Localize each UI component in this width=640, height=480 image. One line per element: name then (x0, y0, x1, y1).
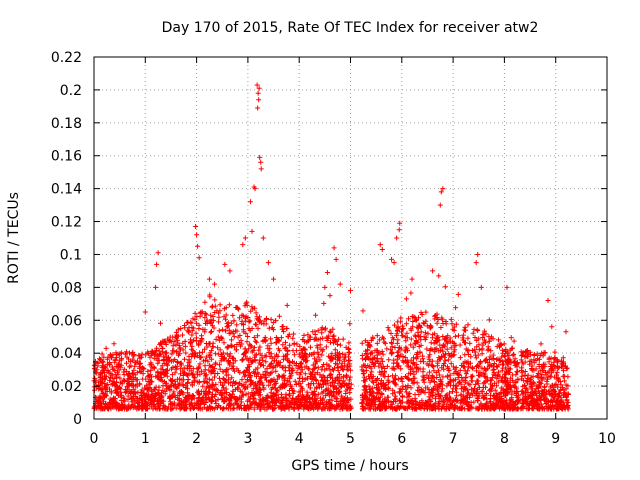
roti-point (256, 97, 262, 103)
y-tick-label: 0.12 (51, 215, 82, 231)
roti-point (348, 288, 353, 294)
roti-point (397, 220, 403, 226)
roti-point (222, 261, 228, 267)
roti-point (440, 186, 446, 192)
data-points (91, 82, 571, 412)
roti-point (396, 227, 402, 233)
roti-point (195, 243, 201, 249)
x-tick-label: 7 (449, 431, 458, 447)
roti-point (206, 276, 212, 282)
x-axis-label: GPS time / hours (291, 458, 408, 474)
roti-point (379, 247, 385, 253)
x-tick-label: 8 (500, 431, 509, 447)
y-tick-label: 0.18 (51, 116, 82, 132)
roti-point (377, 242, 383, 248)
roti-point (331, 245, 337, 251)
y-tick-label: 0.22 (51, 50, 82, 66)
x-tick-label: 3 (243, 431, 252, 447)
roti-point (324, 270, 330, 276)
roti-point (389, 256, 395, 262)
roti-point (196, 255, 202, 261)
roti-point (194, 232, 200, 238)
roti-point (438, 189, 444, 195)
roti-point (256, 85, 262, 91)
roti-point (437, 202, 443, 208)
y-tick-label: 0.16 (51, 149, 82, 165)
roti-point (247, 199, 253, 205)
roti-point (394, 235, 400, 241)
y-tick-label: 0.02 (51, 379, 82, 395)
roti-point (240, 242, 246, 248)
roti-point (154, 261, 160, 267)
x-tick-label: 6 (397, 431, 406, 447)
y-tick-label: 0.14 (51, 182, 82, 198)
roti-point (333, 256, 339, 262)
roti-point (227, 268, 233, 274)
roti-point (242, 235, 248, 241)
roti-point (212, 281, 218, 287)
y-tick-label: 0 (73, 412, 82, 428)
chart-title: Day 170 of 2015, Rate Of TEC Index for r… (162, 20, 539, 36)
roti-point (391, 260, 397, 266)
roti-point (563, 329, 569, 335)
roti-point (255, 105, 261, 111)
x-tick-label: 2 (192, 431, 201, 447)
y-tick-label: 0.06 (51, 313, 82, 329)
roti-point (155, 250, 161, 256)
x-tick-label: 10 (598, 431, 616, 447)
ticks: 0 1 2 3 4 5 6 7 8 9 10 0 0.02 0.04 0.06 0.08 0.1 0.12 0.14… (51, 50, 616, 447)
roti-point (504, 284, 510, 290)
roti-point (142, 309, 148, 315)
grid (94, 57, 607, 419)
y-tick-label: 0.08 (51, 280, 82, 296)
roti-point (327, 293, 333, 299)
roti-point (322, 284, 328, 290)
roti-point (153, 284, 159, 290)
x-tick-label: 0 (90, 431, 99, 447)
roti-point (193, 223, 199, 229)
roti-point (430, 268, 436, 274)
y-tick-label: 0.2 (60, 83, 82, 99)
roti-point (254, 82, 260, 88)
roti-point (545, 298, 551, 304)
roti-point (271, 276, 277, 282)
x-tick-label: 9 (551, 431, 560, 447)
roti-point (260, 235, 266, 241)
x-tick-label: 5 (346, 431, 355, 447)
roti-point (409, 276, 415, 282)
roti-point (475, 251, 481, 257)
x-tick-label: 1 (141, 431, 150, 447)
y-axis-label: ROTI / TECUs (6, 192, 22, 284)
roti-point (265, 260, 271, 266)
roti-point (255, 90, 261, 96)
roti-scatter-cloud (91, 284, 571, 412)
roti-point (337, 281, 343, 287)
roti-point (473, 260, 479, 266)
y-tick-label: 0.1 (60, 247, 82, 263)
roti-point (436, 273, 442, 279)
roti-point (257, 154, 263, 160)
roti-point (249, 228, 255, 234)
roti-point (258, 166, 264, 172)
x-tick-label: 4 (295, 431, 304, 447)
roti-point (252, 186, 258, 192)
y-tick-label: 0.04 (51, 346, 82, 362)
roti-point (258, 159, 264, 165)
roti-point (478, 284, 484, 290)
